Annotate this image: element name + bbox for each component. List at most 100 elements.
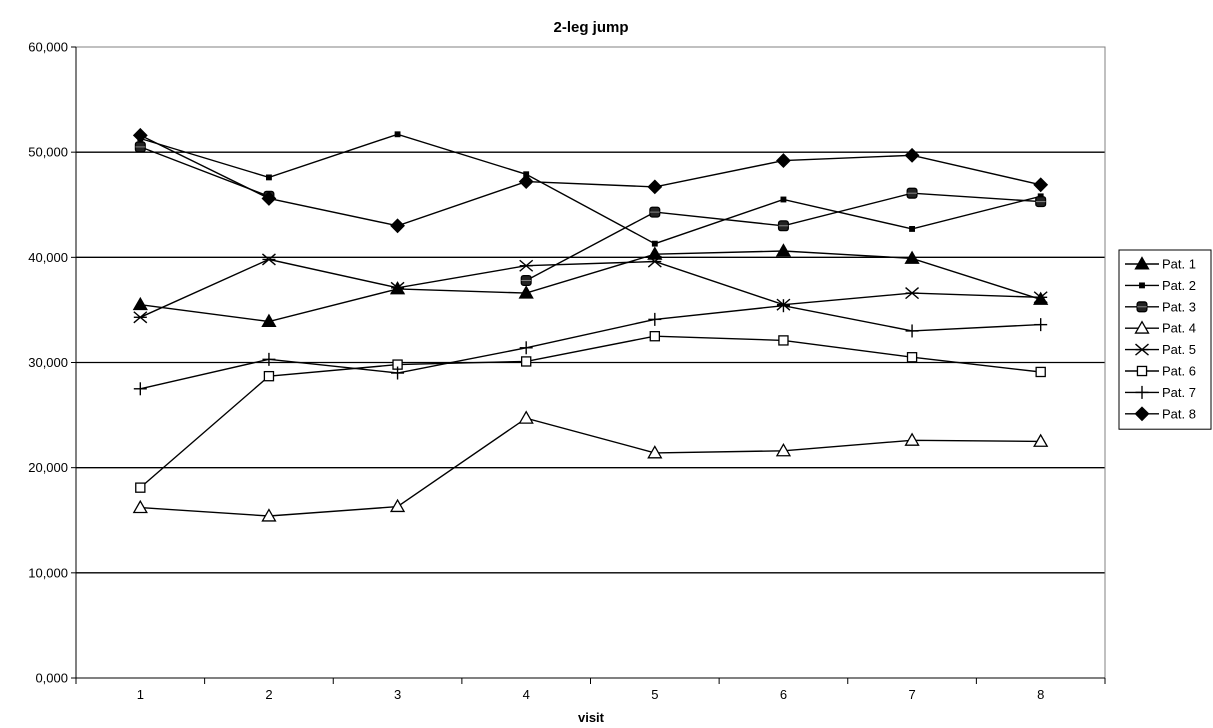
y-tick-label: 0,000 (35, 671, 68, 686)
data-point (649, 206, 661, 218)
data-point (776, 299, 790, 313)
legend-entry: Pat. 1 (1125, 256, 1196, 272)
data-point (778, 335, 789, 346)
data-point (906, 352, 918, 363)
data-point (391, 366, 405, 380)
legend-entry: Pat. 2 (1125, 278, 1196, 293)
series-line (139, 335, 1041, 489)
legend-entry: Pat. 5 (1125, 342, 1196, 357)
legend-label: Pat. 7 (1162, 385, 1196, 400)
data-point (135, 482, 146, 493)
data-point (647, 179, 663, 195)
data-point (651, 240, 658, 247)
legend-marker (1135, 385, 1149, 399)
series-7 (133, 299, 1048, 396)
data-point (775, 443, 792, 457)
data-point (132, 127, 148, 143)
data-point (394, 131, 401, 138)
y-tick-label: 60,000 (28, 40, 68, 55)
data-point (1033, 433, 1049, 447)
x-tick-label: 7 (908, 687, 915, 702)
legend-entry: Pat. 4 (1125, 320, 1196, 336)
data-point (133, 382, 147, 396)
series-8 (132, 127, 1049, 234)
data-point (132, 499, 148, 514)
data-point (1035, 196, 1047, 208)
x-tick-label: 4 (523, 687, 530, 702)
data-point (520, 356, 532, 367)
data-point (262, 352, 276, 366)
data-point (389, 498, 406, 513)
data-point (906, 187, 918, 199)
data-point (647, 255, 662, 268)
data-point (776, 153, 791, 168)
data-point (905, 324, 919, 338)
data-point (261, 313, 277, 328)
data-point (1033, 291, 1049, 305)
y-tick-label: 50,000 (28, 145, 68, 160)
data-point (520, 274, 532, 286)
axes: 0,000 10,000 20,000 30,000 40,000 50,000 60,00… (28, 40, 1106, 702)
legend-marker (1136, 301, 1148, 313)
x-tick-label: 3 (394, 687, 401, 702)
legend-label: Pat. 1 (1162, 257, 1196, 272)
legend-label: Pat. 6 (1162, 364, 1196, 379)
legend-label: Pat. 5 (1162, 342, 1196, 357)
data-point (261, 253, 276, 266)
x-tick-label: 8 (1037, 687, 1044, 702)
data-point (649, 331, 661, 342)
legend-entry: Pat. 8 (1125, 406, 1196, 421)
data-point (780, 196, 787, 203)
data-point (519, 259, 534, 272)
legend-entry: Pat. 6 (1125, 364, 1196, 379)
data-point (905, 287, 920, 300)
legend-marker (1134, 320, 1150, 334)
legend-marker (1134, 256, 1150, 270)
data-point (909, 226, 915, 232)
legend-entry: Pat. 7 (1125, 385, 1196, 400)
x-tick-label: 6 (780, 687, 787, 702)
chart-title: 2-leg jump (553, 19, 628, 36)
legend-label: Pat. 4 (1162, 321, 1196, 336)
legend-box (1118, 249, 1212, 430)
series-line (139, 134, 1041, 227)
gridlines (76, 151, 1105, 574)
x-axis-label: visit (578, 710, 605, 725)
y-tick-label: 30,000 (28, 355, 68, 370)
series-4 (132, 410, 1049, 522)
legend-label: Pat. 8 (1162, 406, 1196, 421)
data-point (518, 174, 534, 190)
data-point (518, 410, 534, 424)
data-point (133, 311, 148, 324)
series-5 (133, 253, 1048, 324)
x-tick-label: 5 (651, 687, 658, 702)
data-point (261, 191, 277, 206)
series-line (140, 250, 1041, 323)
series-line (140, 258, 1041, 318)
x-tick-label: 2 (265, 687, 272, 702)
series-6 (135, 331, 1046, 493)
data-series (132, 127, 1049, 522)
legend-marker (1135, 343, 1149, 356)
data-point (390, 281, 405, 294)
data-point (263, 370, 275, 382)
data-point (904, 432, 920, 446)
data-point (132, 296, 148, 311)
series-line (140, 417, 1041, 517)
data-point (647, 246, 663, 260)
x-tick-label: 1 (137, 687, 144, 702)
data-point (261, 508, 277, 522)
legend-marker (1134, 406, 1150, 422)
legend-label: Pat. 3 (1162, 299, 1196, 314)
data-point (1034, 318, 1048, 332)
legend: Pat. 1 Pat. 2 Pat. 3 Pat. 4 Pat. 5 Pat. 6 Pat.… (1118, 249, 1212, 430)
legend-label: Pat. 2 (1162, 278, 1196, 293)
data-point (519, 341, 533, 355)
data-point (266, 174, 272, 181)
series-line (140, 133, 1041, 245)
data-point (904, 147, 920, 163)
data-point (1033, 177, 1049, 193)
data-point (134, 141, 146, 153)
y-tick-label: 20,000 (28, 460, 68, 475)
